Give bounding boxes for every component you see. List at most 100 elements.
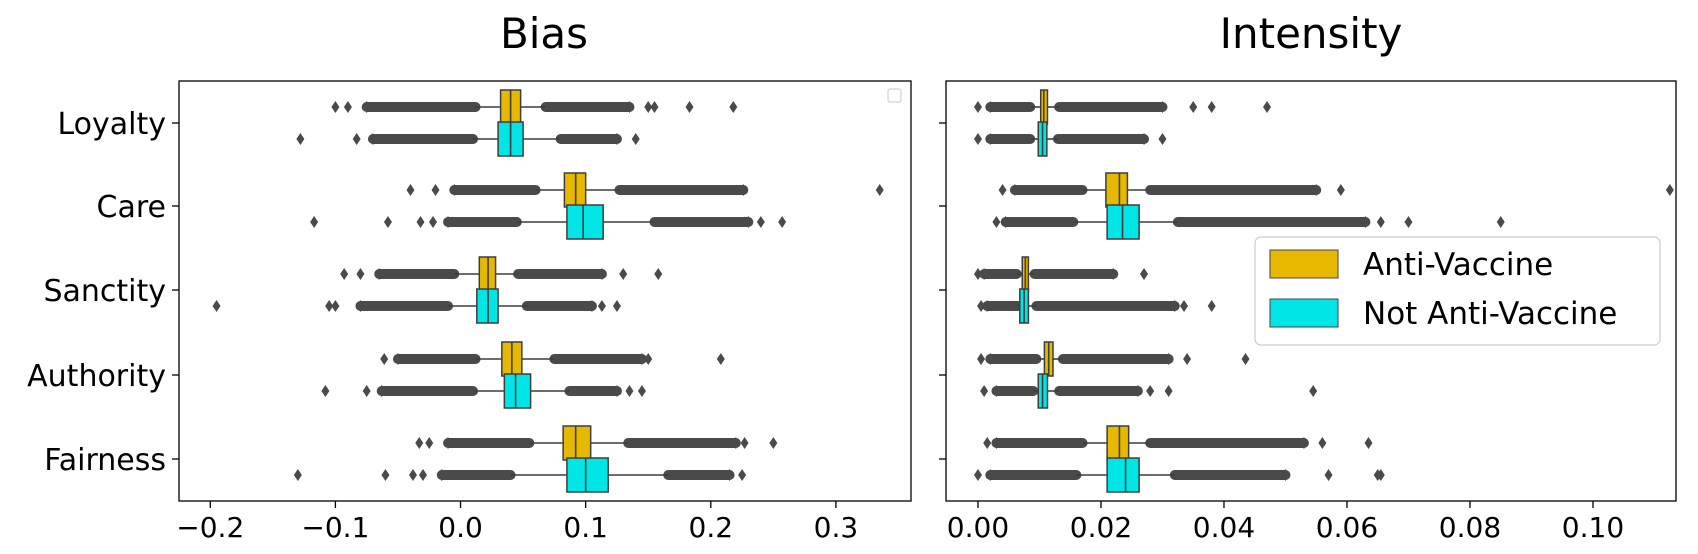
x-tick-label: 0.0 — [438, 511, 483, 544]
outlier-point — [612, 385, 621, 397]
box-anti-vaccine-sanctity — [340, 256, 663, 292]
intensity-axes: 0.00 0.02 0.04 0.06 0.08 0.10 — [939, 122, 1624, 544]
outlier-point — [1496, 216, 1505, 228]
bias-panel: Bias −0.2 −0.1 0.0 0.1 0.2 0.3 Loyalty Care Sanc… — [27, 9, 912, 544]
outlier-point — [293, 469, 302, 481]
outlier-point — [1170, 300, 1179, 312]
outlier-point — [1361, 216, 1370, 228]
outlier-point — [1336, 184, 1345, 196]
outlier-point — [419, 469, 427, 481]
legend-swatch-not-anti-vaccine — [1269, 298, 1339, 328]
outlier-point — [431, 184, 440, 196]
outlier-point — [986, 101, 995, 113]
outlier-point — [1299, 437, 1308, 449]
legend-swatch-anti-vaccine — [1269, 249, 1339, 279]
outlier-point — [1665, 184, 1674, 196]
outlier-point — [769, 437, 778, 449]
intensity-panel: Intensity 0.00 0.02 0.04 0.06 0.08 0.10 Anti-… — [939, 9, 1677, 544]
box-anti-vaccine-loyalty — [973, 89, 1272, 125]
legend-box — [1254, 236, 1661, 346]
outlier-point — [644, 101, 653, 113]
outlier-point — [1404, 216, 1413, 228]
outlier-point — [973, 133, 982, 145]
outlier-point — [429, 216, 438, 228]
outlier-point — [625, 101, 634, 113]
outlier-point — [331, 300, 340, 312]
outlier-point — [1140, 133, 1149, 145]
box-anti-vaccine-sanctity — [973, 256, 1149, 292]
x-tick-label: −0.2 — [176, 511, 244, 544]
outlier-point — [1158, 101, 1167, 113]
outlier-point — [973, 101, 982, 113]
box-not-anti-vaccine-loyalty — [296, 121, 640, 157]
outlier-point — [650, 101, 659, 113]
outlier-point — [1180, 300, 1189, 312]
outlier-point — [654, 268, 663, 280]
box-anti-vaccine-authority — [380, 341, 725, 377]
outlier-point — [1241, 353, 1250, 365]
bias-plot-marks — [212, 89, 884, 493]
outlier-point — [321, 385, 330, 397]
outlier-point — [408, 469, 417, 481]
outlier-point — [597, 268, 606, 280]
outlier-point — [393, 353, 402, 365]
box-not-anti-vaccine-sanctity — [212, 288, 621, 324]
outlier-point — [362, 385, 371, 397]
outlier-point — [1133, 385, 1142, 397]
outlier-point — [986, 133, 995, 145]
outlier-point — [340, 268, 349, 280]
box-not-anti-vaccine-authority — [980, 373, 1318, 409]
outlier-point — [1010, 184, 1019, 196]
outlier-point — [1309, 385, 1318, 397]
outlier-point — [425, 437, 434, 449]
outlier-point — [986, 469, 995, 481]
outlier-point — [631, 133, 640, 145]
outlier-point — [637, 353, 646, 365]
outlier-point — [725, 469, 734, 481]
x-tick-label: 0.2 — [689, 511, 734, 544]
outlier-point — [973, 469, 982, 481]
outlier-point — [356, 300, 365, 312]
outlier-point — [739, 184, 748, 196]
outlier-point — [383, 216, 392, 228]
outlier-point — [352, 133, 361, 145]
outlier-point — [1207, 300, 1216, 312]
outlier-point — [1312, 184, 1321, 196]
outlier-point — [1183, 353, 1192, 365]
box-anti-vaccine-authority — [977, 341, 1250, 377]
y-tick-label-sanctity: Sanctity — [43, 274, 166, 309]
outlier-point — [980, 268, 989, 280]
box-anti-vaccine-loyalty — [331, 89, 738, 125]
box-anti-vaccine-fairness — [415, 425, 778, 461]
outlier-point — [986, 353, 995, 365]
outlier-point — [992, 437, 1001, 449]
x-tick-label: 0.3 — [814, 511, 859, 544]
outlier-point — [619, 268, 628, 280]
outlier-point — [983, 300, 992, 312]
x-tick-label: 0.1 — [563, 511, 608, 544]
outlier-point — [1263, 101, 1272, 113]
outlier-point — [644, 353, 653, 365]
box-iqr — [566, 204, 604, 240]
outlier-point — [356, 268, 365, 280]
outlier-point — [1324, 469, 1333, 481]
intensity-legend: Anti-Vaccine Not Anti-Vaccine — [1254, 236, 1661, 346]
outlier-point — [973, 268, 982, 280]
outlier-point — [380, 353, 389, 365]
outlier-point — [296, 133, 305, 145]
outlier-point — [992, 385, 1001, 397]
outlier-point — [1164, 353, 1173, 365]
outlier-point — [1364, 437, 1373, 449]
outlier-point — [1189, 101, 1198, 113]
outlier-point — [992, 216, 1001, 228]
box-not-anti-vaccine-care — [992, 204, 1505, 240]
legend-label-anti-vaccine: Anti-Vaccine — [1363, 247, 1553, 283]
y-tick-label-authority: Authority — [27, 359, 166, 394]
outlier-point — [375, 268, 384, 280]
outlier-point — [1164, 385, 1173, 397]
x-tick-label: 0.04 — [1193, 511, 1255, 544]
box-anti-vaccine-care — [406, 172, 884, 208]
outlier-point — [980, 385, 989, 397]
box-anti-vaccine-care — [998, 172, 1674, 208]
